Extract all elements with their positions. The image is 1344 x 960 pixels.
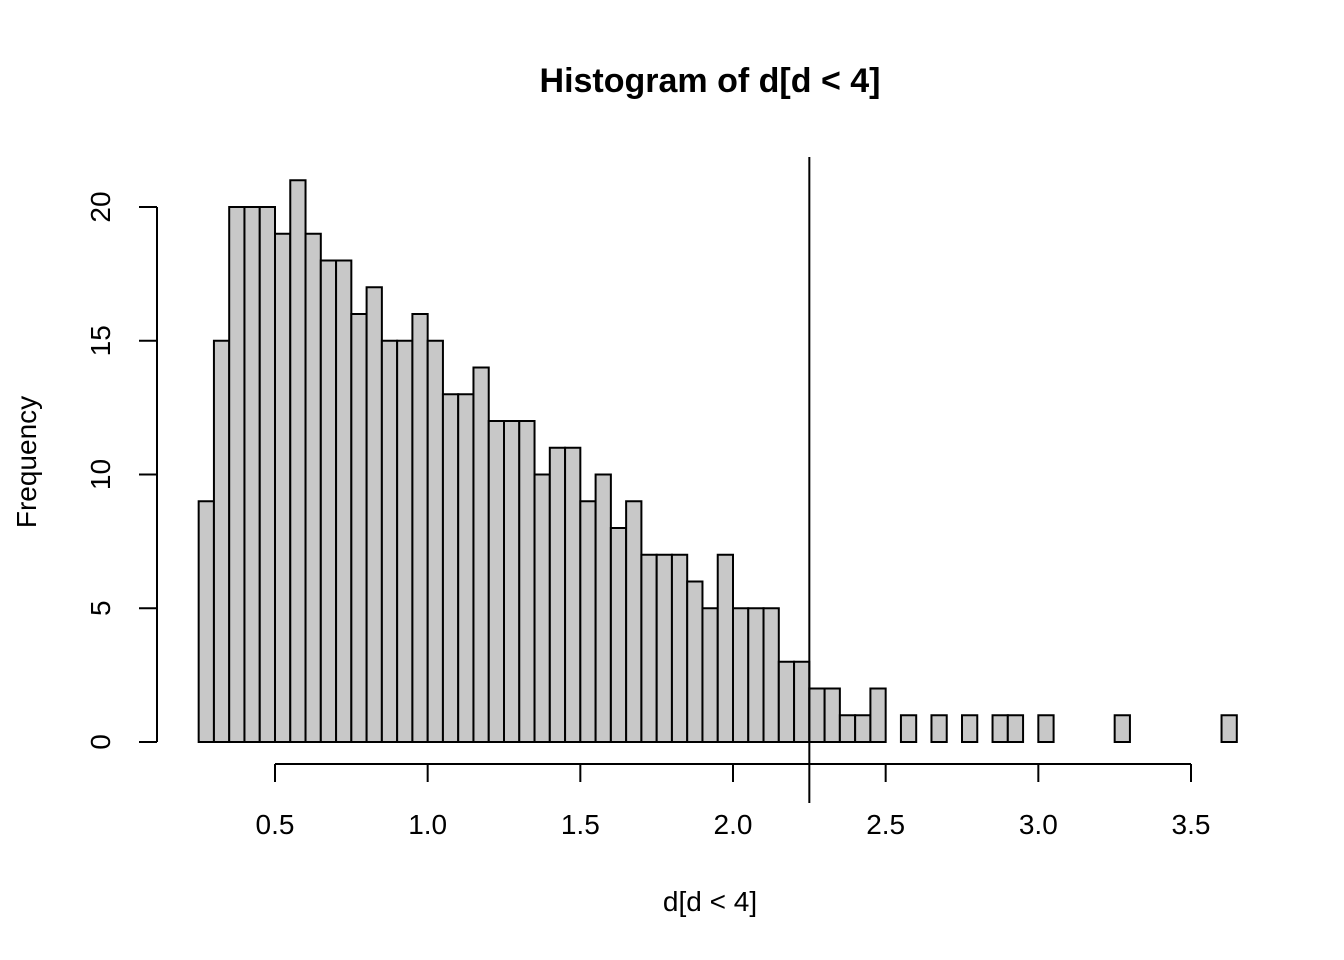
histogram-bar: [365, 286, 383, 743]
y-axis-label: Frequency: [11, 396, 42, 528]
histogram-bar: [838, 714, 857, 743]
y-tick-label: 0: [85, 734, 116, 750]
histogram-bar: [411, 313, 429, 743]
x-tick-label: 2.5: [866, 809, 905, 840]
bars-group: [197, 179, 1238, 743]
histogram-bar: [457, 393, 475, 743]
histogram-bar: [991, 714, 1009, 743]
histogram-bar: [747, 607, 765, 743]
histogram-bar: [335, 259, 353, 743]
histogram-bar: [899, 714, 918, 743]
histogram-bar: [1006, 714, 1025, 743]
histogram-bar: [961, 714, 979, 743]
histogram-bar: [380, 339, 399, 743]
x-tick-label: 1.0: [408, 809, 447, 840]
y-tick-label: 15: [85, 325, 116, 356]
histogram-bar: [350, 313, 368, 743]
histogram-bar: [670, 553, 689, 743]
chart-title: Histogram of d[d < 4]: [540, 62, 881, 100]
histogram-bar: [197, 500, 215, 743]
histogram-bar: [808, 687, 826, 743]
y-tick-label: 20: [85, 191, 116, 222]
histogram-bar: [564, 446, 582, 743]
histogram-bar: [426, 339, 444, 743]
histogram-bar: [762, 607, 780, 743]
histogram-bar: [930, 714, 948, 743]
x-axis-label: d[d < 4]: [663, 886, 757, 917]
histogram-bar: [594, 473, 612, 743]
x-tick-label: 1.5: [561, 809, 600, 840]
histogram-bar: [854, 714, 872, 743]
histogram-bar: [289, 179, 307, 743]
x-tick-label: 2.0: [714, 809, 753, 840]
histogram-bar: [640, 553, 658, 743]
histogram-bar: [869, 687, 887, 743]
x-tick-label: 3.0: [1019, 809, 1058, 840]
histogram-bar: [441, 393, 460, 743]
y-tick-label: 5: [85, 600, 116, 616]
histogram-bar: [793, 660, 811, 743]
histogram-bar: [319, 259, 338, 743]
x-tick-label: 0.5: [256, 809, 295, 840]
histogram-bar: [518, 420, 536, 743]
histogram-bar: [258, 206, 277, 743]
histogram-bar: [228, 206, 246, 743]
histogram-bar: [686, 580, 704, 743]
histogram-bar: [716, 553, 735, 743]
histogram-bar: [625, 500, 643, 743]
x-tick-label: 3.5: [1172, 809, 1211, 840]
histogram-bar: [274, 232, 292, 743]
histogram-bar: [579, 500, 597, 743]
histogram-bar: [1037, 714, 1055, 743]
histogram-bar: [212, 339, 231, 743]
histogram-bar: [503, 420, 521, 743]
x-axis: 0.5 1.0 1.5 2.0 2.5 3.0 3.5: [256, 763, 1211, 840]
histogram-bar: [304, 232, 322, 743]
histogram-bar: [823, 687, 841, 743]
histogram-bar: [1113, 714, 1131, 743]
y-tick-label: 10: [85, 459, 116, 490]
histogram-bar: [655, 553, 673, 743]
histogram-bar: [609, 527, 628, 743]
histogram-bar: [1220, 714, 1238, 743]
histogram-bar: [472, 366, 490, 743]
histogram-bar: [732, 607, 750, 743]
y-axis: 0 5 10 15 20: [85, 191, 158, 750]
histogram-bar: [533, 473, 551, 743]
histogram-bar: [777, 660, 796, 743]
histogram-bar: [701, 607, 719, 743]
histogram-bar: [243, 206, 261, 743]
histogram-bar: [548, 446, 567, 743]
histogram-bar: [487, 420, 506, 743]
histogram-bar: [396, 339, 414, 743]
